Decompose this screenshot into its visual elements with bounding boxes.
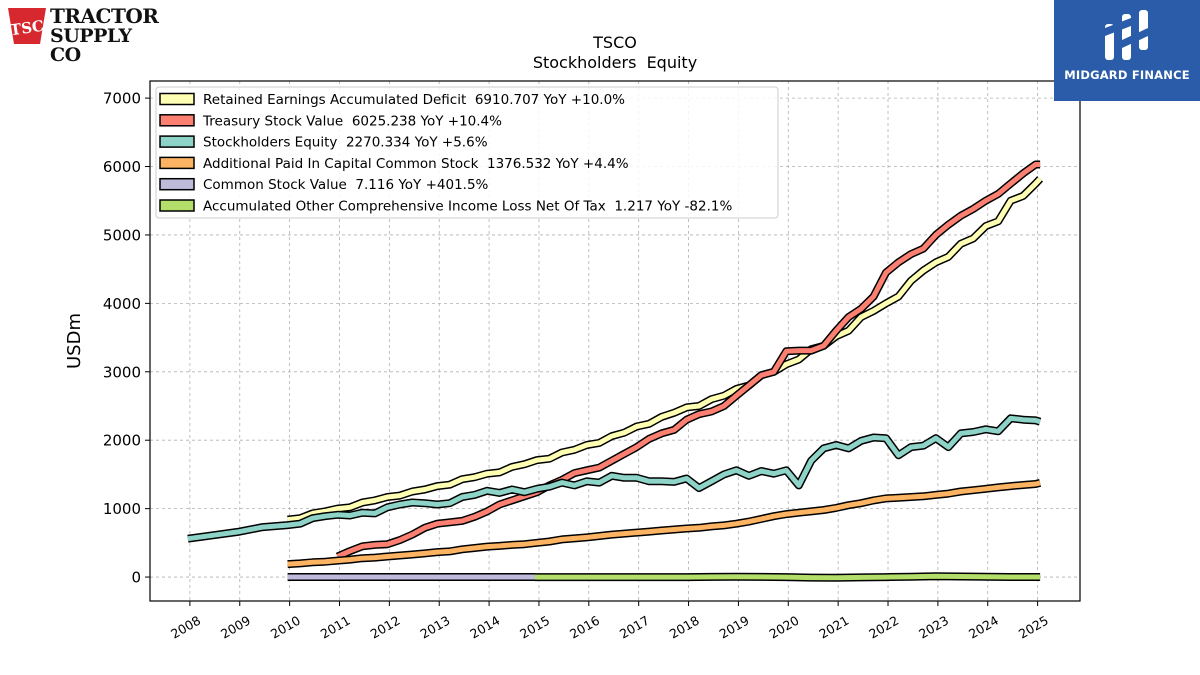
midgard-finance-text: MIDGARD FINANCE <box>1064 68 1190 82</box>
x-tick-label: 2023 <box>916 613 951 642</box>
tractor-word: TRACTOR <box>50 4 159 28</box>
legend-swatch <box>159 199 195 212</box>
legend-entry: Accumulated Other Comprehensive Income L… <box>203 199 732 215</box>
supply-co-word: SUPPLY CO <box>50 25 132 66</box>
series-lines <box>187 160 1044 582</box>
x-tick-label: 2014 <box>467 613 502 642</box>
x-tick-label: 2022 <box>866 613 901 642</box>
x-tick-label: 2009 <box>218 613 253 642</box>
y-tick-label: 5000 <box>103 226 141 244</box>
legend-entry: Stockholders Equity 2270.334 YoY +5.6% <box>203 135 488 151</box>
x-tick-label: 2008 <box>168 613 203 642</box>
x-tick-label: 2021 <box>816 613 851 642</box>
midgard-finance-logo: MIDGARD FINANCE <box>1054 0 1200 101</box>
y-tick-label: 6000 <box>103 158 141 176</box>
x-tick-label: 2012 <box>368 613 403 642</box>
x-tick-label: 2020 <box>767 613 802 642</box>
legend-swatch <box>159 135 195 148</box>
legend-swatch <box>159 92 195 106</box>
x-tick-label: 2013 <box>417 613 452 642</box>
x-tick-label: 2016 <box>567 613 602 642</box>
x-tick-label: 2019 <box>717 613 752 642</box>
series-line-4 <box>287 480 1041 567</box>
chart-title: TSCO <box>592 33 637 52</box>
x-tick-label: 2024 <box>966 613 1001 642</box>
y-tick-label: 0 <box>131 569 141 587</box>
tsc-badge-icon: TSC <box>8 8 46 44</box>
legend-entry: Additional Paid In Capital Common Stock … <box>203 156 629 172</box>
legend-entry: Common Stock Value 7.116 YoY +401.5% <box>203 177 489 193</box>
y-tick-label: 2000 <box>103 432 141 450</box>
tractor-supply-logo: TSC TRACTOR SUPPLY CO <box>6 4 166 65</box>
y-tick-label: 3000 <box>103 363 141 381</box>
y-tick-label: 4000 <box>103 295 141 313</box>
plot-frame <box>149 80 1081 602</box>
y-axis-label: USDm <box>64 313 85 369</box>
series-line-3 <box>187 415 1041 542</box>
series-line-1 <box>287 177 1042 523</box>
legend-swatch <box>159 177 195 191</box>
x-tick-label: 2015 <box>517 613 552 642</box>
x-tick-label: 2017 <box>617 613 652 642</box>
legend-swatch <box>159 114 195 127</box>
y-tick-label: 1000 <box>103 500 141 518</box>
series-line-2 <box>336 162 1041 559</box>
legend-frame <box>155 86 779 219</box>
legend: Retained Earnings Accumulated Deficit 69… <box>155 86 779 219</box>
series-outline-1 <box>287 176 1044 524</box>
midgard-emblem-icon <box>1105 10 1148 60</box>
legend-entry: Retained Earnings Accumulated Deficit 69… <box>203 92 625 108</box>
x-tick-label: 2011 <box>318 613 353 642</box>
x-tick-label: 2010 <box>268 613 303 642</box>
x-tick-label: 2018 <box>667 613 702 642</box>
series-line-6 <box>535 573 1041 581</box>
tsc-badge-text: TSC <box>9 17 45 40</box>
chart-subtitle: Stockholders Equity <box>533 53 697 72</box>
legend-entry: Treasury Stock Value 6025.238 YoY +10.4% <box>202 113 502 129</box>
y-tick-label: 7000 <box>103 90 141 108</box>
x-tick-label: 2025 <box>1016 613 1051 642</box>
legend-swatch <box>159 156 195 170</box>
